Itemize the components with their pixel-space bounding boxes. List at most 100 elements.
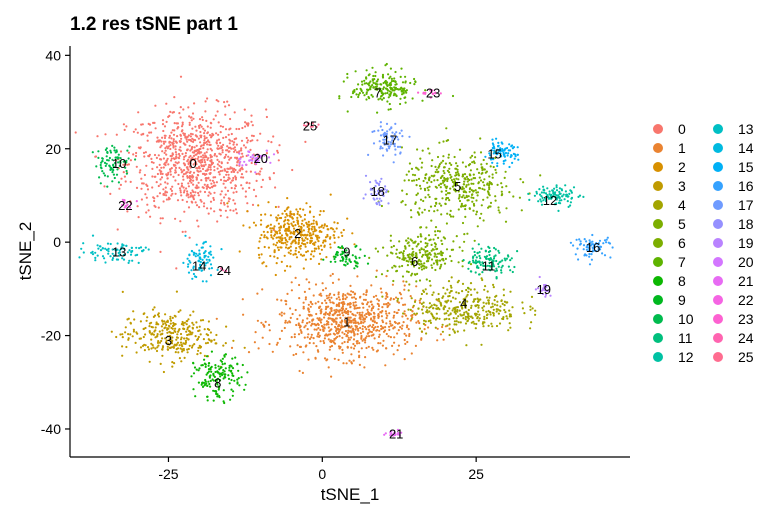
- point: [396, 428, 400, 431]
- legend-item-15: 15: [713, 159, 754, 175]
- point: [165, 159, 168, 162]
- point: [421, 253, 425, 257]
- point: [420, 262, 423, 265]
- point: [307, 230, 310, 233]
- y-tick-label: 0: [53, 234, 61, 250]
- point: [366, 89, 369, 92]
- point: [205, 173, 208, 176]
- point: [320, 308, 323, 311]
- point: [136, 332, 139, 335]
- point: [343, 302, 346, 305]
- point: [222, 344, 225, 347]
- point: [473, 322, 476, 325]
- point: [414, 80, 417, 83]
- point: [358, 363, 361, 366]
- point: [365, 335, 368, 338]
- point: [233, 202, 237, 205]
- point: [323, 244, 326, 247]
- point: [380, 189, 384, 192]
- point: [395, 94, 398, 97]
- point: [166, 147, 169, 150]
- point: [287, 226, 291, 229]
- point: [544, 192, 548, 195]
- point: [506, 154, 509, 157]
- point: [200, 151, 203, 154]
- point: [276, 151, 279, 154]
- point: [555, 202, 558, 205]
- point: [597, 245, 600, 248]
- point: [355, 307, 358, 310]
- point: [565, 193, 568, 196]
- point: [161, 354, 164, 357]
- point: [182, 173, 186, 176]
- point: [232, 199, 235, 202]
- point: [200, 125, 203, 128]
- point: [186, 326, 189, 329]
- point: [222, 369, 225, 372]
- point: [267, 246, 270, 249]
- point: [355, 325, 358, 328]
- point: [189, 191, 192, 195]
- point: [275, 262, 278, 265]
- point: [167, 196, 170, 199]
- point: [162, 140, 165, 143]
- point: [544, 199, 548, 203]
- point: [166, 320, 169, 323]
- point: [294, 308, 297, 312]
- point: [341, 298, 345, 301]
- point: [452, 296, 455, 299]
- point: [456, 308, 459, 312]
- point: [400, 129, 403, 132]
- point: [105, 147, 108, 150]
- point: [197, 155, 200, 159]
- point: [139, 246, 143, 249]
- point: [472, 196, 475, 200]
- point: [492, 152, 495, 155]
- point: [192, 388, 195, 391]
- point: [341, 342, 344, 345]
- point: [347, 316, 350, 319]
- point: [358, 306, 361, 309]
- point: [302, 351, 305, 354]
- point: [113, 146, 116, 149]
- point: [229, 117, 232, 121]
- point: [350, 336, 353, 339]
- point: [74, 131, 77, 134]
- point: [584, 253, 587, 256]
- point: [296, 219, 299, 222]
- point: [157, 315, 161, 318]
- point: [204, 342, 208, 345]
- point: [252, 134, 255, 138]
- cluster-label-23: 23: [426, 86, 440, 101]
- point: [419, 260, 422, 263]
- point: [385, 189, 389, 192]
- point: [270, 141, 273, 144]
- point: [442, 307, 445, 310]
- point: [165, 173, 168, 176]
- cluster-label-10: 10: [112, 156, 126, 171]
- point: [516, 153, 519, 156]
- point: [349, 310, 352, 313]
- point: [390, 80, 393, 83]
- point: [385, 191, 388, 194]
- point: [411, 179, 414, 182]
- point: [538, 275, 541, 279]
- point: [198, 165, 201, 168]
- point: [134, 341, 137, 344]
- point: [475, 210, 478, 213]
- point: [114, 248, 117, 251]
- point: [456, 306, 459, 309]
- point: [479, 298, 482, 301]
- point: [417, 168, 420, 171]
- point: [337, 246, 340, 249]
- point: [448, 318, 451, 321]
- point: [364, 336, 367, 340]
- point: [159, 170, 162, 173]
- point: [431, 159, 434, 162]
- cluster-label-11: 11: [482, 259, 496, 274]
- point: [414, 344, 417, 347]
- point: [363, 320, 366, 323]
- point: [119, 254, 122, 257]
- point: [441, 197, 444, 200]
- point: [346, 323, 350, 326]
